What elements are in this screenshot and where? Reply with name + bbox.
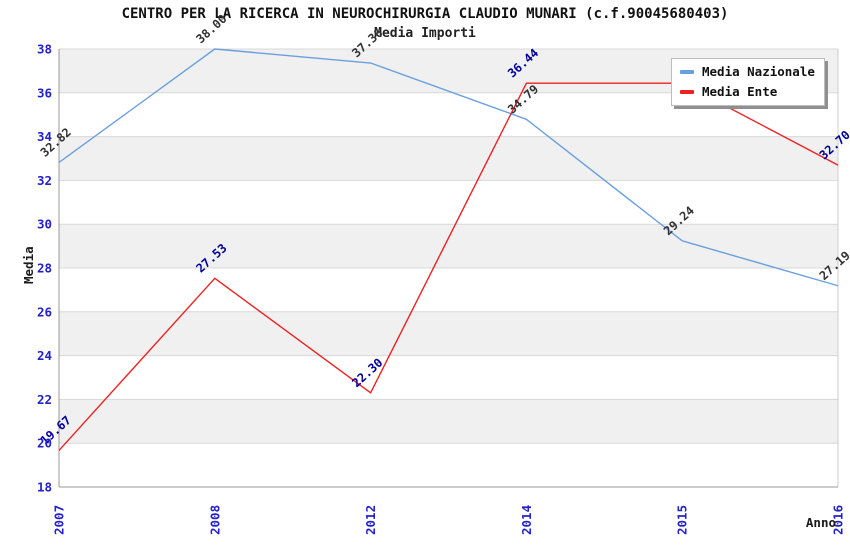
legend-label: Media Nazionale	[702, 64, 815, 79]
y-tick-label: 32	[37, 173, 52, 188]
y-tick-label: 22	[37, 392, 52, 407]
legend-label: Media Ente	[702, 84, 778, 99]
legend: Media Nazionale Media Ente	[671, 58, 825, 106]
x-tick-label: 2014	[519, 505, 534, 535]
x-tick-label: 2016	[831, 505, 846, 535]
y-tick-label: 26	[37, 304, 52, 319]
y-tick-label: 30	[37, 217, 52, 232]
y-tick-label: 34	[37, 129, 52, 144]
x-axis-title: Anno	[806, 515, 836, 530]
y-tick-label: 18	[37, 480, 52, 495]
background-band	[59, 224, 838, 268]
y-axis-title: Media	[21, 246, 36, 284]
x-tick-label: 2015	[675, 505, 690, 535]
chart-subtitle: Media Importi	[374, 26, 476, 41]
y-tick-label: 20	[37, 436, 52, 451]
y-tick-label: 24	[37, 348, 52, 363]
legend-item-media-nazionale: Media Nazionale	[680, 64, 815, 79]
legend-swatch-media-ente-icon	[680, 89, 694, 94]
legend-item-media-ente: Media Ente	[680, 84, 815, 99]
y-tick-label: 28	[37, 261, 52, 276]
background-band	[59, 311, 838, 356]
media-nazionale-point-label: 38.00	[193, 12, 229, 47]
x-tick-label: 2008	[207, 505, 222, 535]
legend-swatch-media-nazionale-icon	[680, 69, 694, 74]
media-nazionale-line	[58, 48, 839, 287]
chart-title: CENTRO PER LA RICERCA IN NEUROCHIRURGIA …	[121, 6, 729, 22]
background-band	[59, 136, 838, 181]
x-tick-label: 2007	[52, 505, 67, 535]
x-tick-label: 2012	[363, 505, 378, 535]
background-band	[59, 399, 838, 444]
y-tick-label: 36	[37, 85, 52, 100]
y-tick-label: 38	[37, 42, 52, 57]
